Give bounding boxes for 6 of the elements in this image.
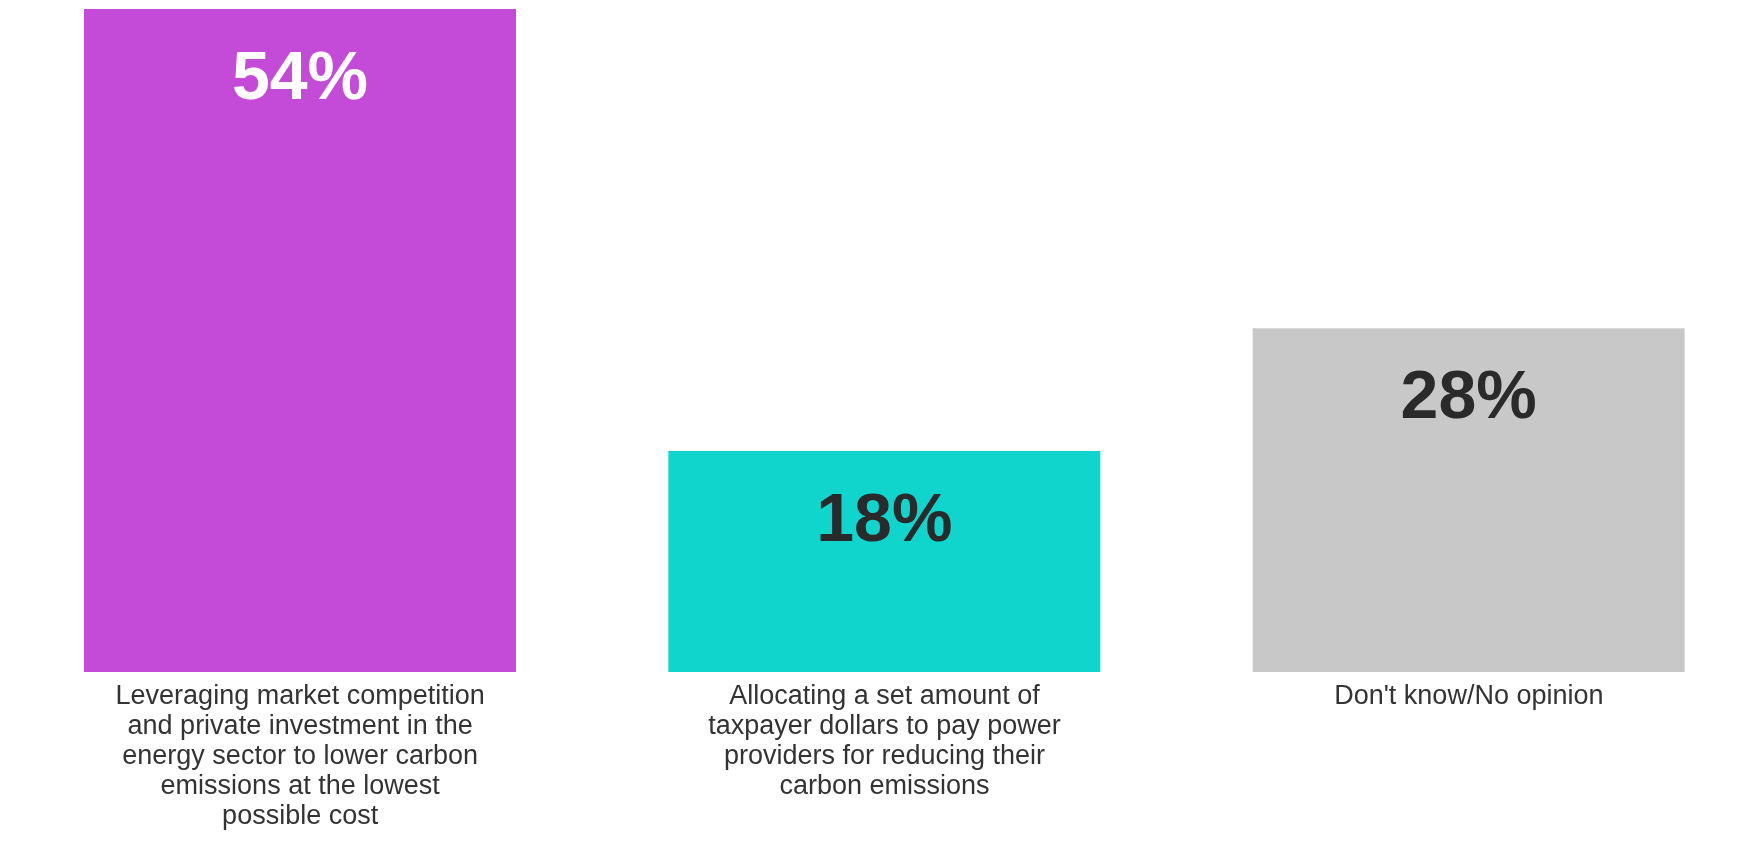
x-tick-label: Don't know/No opinion [1334,680,1604,710]
x-tick-label: Allocating a set amount of taxpayer dollars to pay power providers for reducing their carbon emissions [708,680,1061,800]
data-label: 18% [816,479,953,555]
data-label: 54% [231,37,369,113]
data-label: 28% [1400,356,1537,433]
x-tick-label: Leveraging market competition and private investment in the energy sector to lower carbon emissions at the lowest possible cost [115,680,485,830]
